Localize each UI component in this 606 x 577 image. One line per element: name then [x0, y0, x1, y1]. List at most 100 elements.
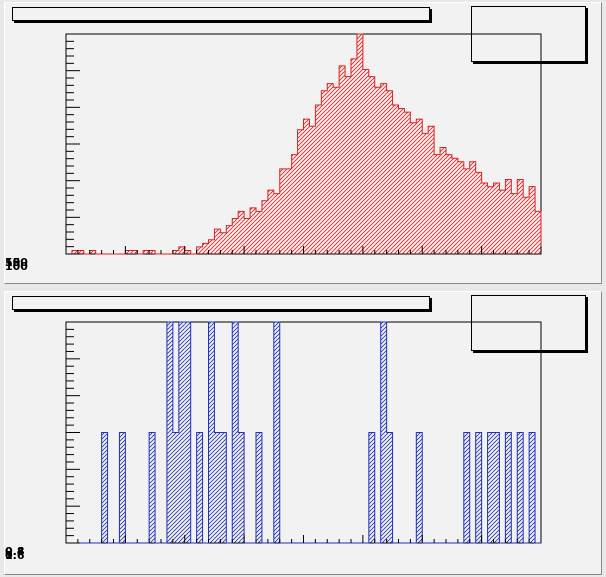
- histogram-bin: [71, 250, 78, 254]
- histogram-bin: [469, 161, 476, 254]
- histogram-bin: [451, 158, 458, 254]
- histogram-bin: [238, 432, 245, 543]
- x-axis-ticks: [65, 246, 542, 254]
- histogram-bin: [463, 432, 470, 543]
- histogram-bin: [208, 322, 215, 543]
- histogram-bin: [315, 104, 322, 254]
- x-axis-ticks: [65, 535, 542, 543]
- histogram-bin: [291, 154, 298, 254]
- histogram-pad-2: 0.4 0.6 0.8 1: [4, 291, 602, 575]
- histogram-bin: [446, 154, 452, 254]
- histogram-bin: [487, 432, 494, 543]
- histogram-bin: [368, 76, 375, 254]
- histogram-bin: [374, 87, 381, 255]
- histogram-bin: [434, 154, 441, 254]
- histogram-bin: [178, 246, 185, 254]
- y-tick-labels: 0.40.60.81: [5, 545, 25, 562]
- histogram-bin: [345, 76, 351, 254]
- histogram-bin: [214, 229, 221, 254]
- histogram-bin: [196, 246, 203, 254]
- histogram-bin: [416, 432, 423, 543]
- histogram-bin: [119, 432, 126, 543]
- histogram-bin: [505, 432, 512, 543]
- statistics-box: [471, 295, 586, 351]
- histogram-bin: [131, 250, 138, 254]
- histogram-title-box: [12, 7, 430, 21]
- histogram-outline: [66, 33, 542, 255]
- histogram-bin: [392, 104, 399, 254]
- histogram-bin: [184, 322, 191, 543]
- histogram-bin: [273, 193, 280, 254]
- histogram-bin: [440, 147, 446, 254]
- histogram-pad-1: 50 100 150: [4, 2, 602, 284]
- histogram-bin: [149, 432, 156, 543]
- histogram-bin: [499, 190, 506, 254]
- histogram-bin: [309, 126, 316, 254]
- histogram-bin: [261, 200, 268, 254]
- histogram-bin: [77, 250, 84, 254]
- histogram-bin: [143, 250, 150, 254]
- histogram-bin: [238, 211, 245, 254]
- histogram-bin: [172, 250, 179, 254]
- y-tick-label: 50: [5, 256, 21, 269]
- y-tick-label: 1: [5, 549, 13, 562]
- histogram-bin: [380, 83, 387, 254]
- histogram-bin: [481, 183, 488, 254]
- histogram-bin: [535, 211, 541, 254]
- histogram-bin: [362, 69, 369, 254]
- histogram-bin: [386, 432, 393, 543]
- histogram-bin: [404, 112, 411, 254]
- histogram-bin: [226, 225, 233, 254]
- histogram-bin: [416, 119, 423, 255]
- histogram-bin: [529, 432, 536, 543]
- histogram-bin: [89, 250, 96, 254]
- histogram-bars: [101, 322, 536, 543]
- histogram-bin: [125, 250, 132, 254]
- y-axis-ticks: [66, 321, 80, 544]
- histogram-bin: [297, 129, 304, 254]
- histogram-bin: [493, 432, 500, 543]
- histogram-bin: [428, 126, 435, 254]
- y-axis-ticks: [66, 33, 80, 255]
- histogram-bin: [208, 239, 215, 254]
- histogram-bin: [166, 322, 173, 543]
- y-tick-label: 0.8: [5, 545, 25, 558]
- y-tick-label: 0.4: [5, 545, 25, 558]
- histogram-bin: [250, 207, 256, 254]
- histogram-bin: [220, 432, 227, 543]
- histogram-bin: [529, 186, 536, 254]
- histogram-bin: [149, 250, 156, 254]
- histogram-bin: [232, 218, 239, 254]
- histogram-bin: [505, 179, 512, 254]
- histogram-bin: [475, 432, 482, 543]
- histogram-bin: [457, 161, 464, 254]
- histogram-bin: [327, 83, 334, 254]
- histogram-bin: [493, 183, 500, 254]
- histogram-bin: [232, 322, 239, 543]
- histogram-bin: [244, 218, 251, 254]
- histogram-bin: [101, 432, 108, 543]
- y-tick-label: 150: [5, 256, 28, 269]
- histogram-bin: [279, 168, 286, 254]
- histogram-bars: [71, 34, 541, 255]
- histogram-bin: [273, 322, 280, 543]
- histogram-bin: [523, 197, 530, 254]
- histogram-bin: [303, 119, 310, 255]
- histogram-bin: [202, 243, 209, 254]
- histogram-bin: [351, 58, 357, 254]
- histogram-bin: [517, 179, 524, 254]
- histogram-bin: [267, 190, 274, 254]
- histogram-bin: [511, 193, 518, 254]
- histogram-plot-2: 0.40.60.81: [5, 321, 542, 562]
- y-tick-label: 100: [5, 260, 28, 273]
- histogram-bin: [256, 432, 262, 543]
- histogram-bin: [422, 133, 429, 254]
- histogram-bin: [386, 90, 393, 254]
- histogram-bin: [368, 432, 375, 543]
- histogram-bin: [398, 108, 405, 254]
- histogram-bin: [333, 87, 340, 255]
- histogram-bin: [172, 432, 179, 543]
- histogram-bin: [321, 90, 328, 254]
